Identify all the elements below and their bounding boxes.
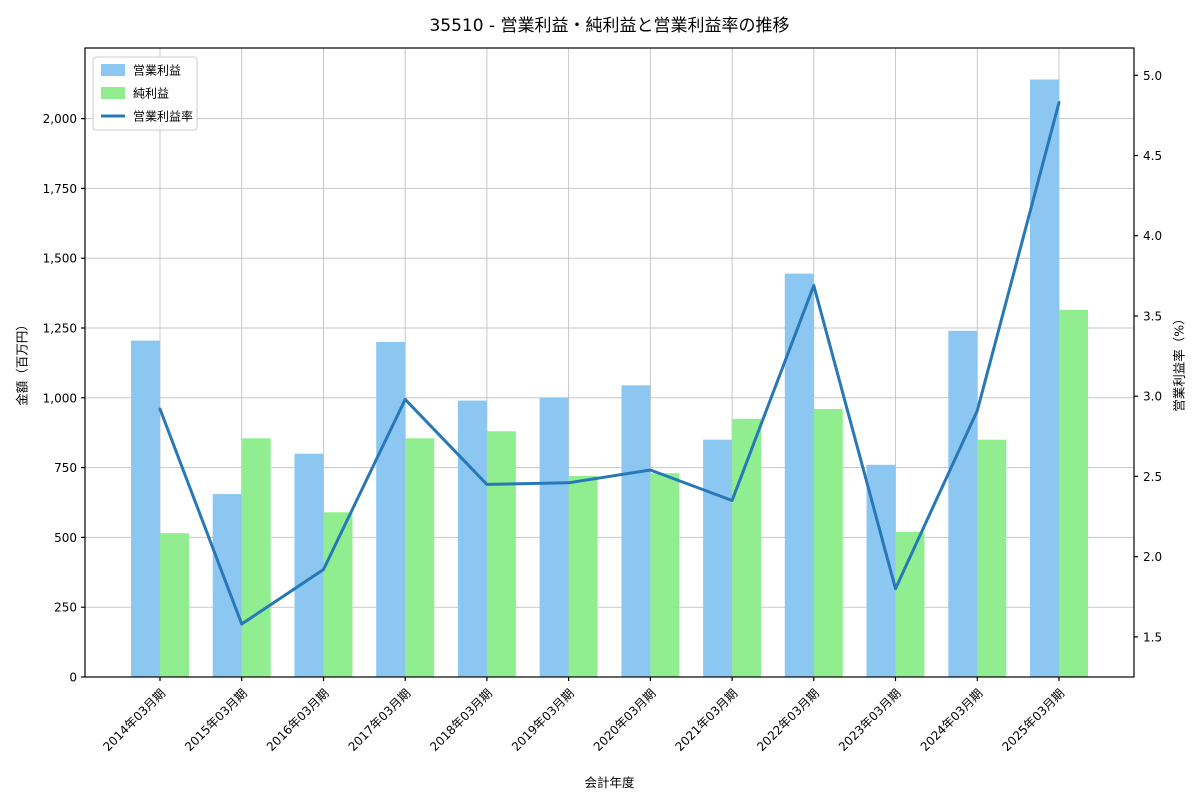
svg-text:純利益: 純利益 (133, 87, 169, 101)
svg-text:500: 500 (54, 531, 77, 545)
x-axis-label: 会計年度 (584, 775, 635, 790)
svg-text:2019年03月期: 2019年03月期 (509, 686, 577, 754)
svg-text:1,750: 1,750 (43, 182, 77, 196)
svg-text:2,000: 2,000 (43, 112, 77, 126)
svg-text:2021年03月期: 2021年03月期 (672, 686, 740, 754)
svg-text:3.5: 3.5 (1143, 310, 1162, 324)
svg-text:5.0: 5.0 (1143, 69, 1162, 83)
svg-text:営業利益率: 営業利益率 (133, 109, 193, 124)
svg-text:2023年03月期: 2023年03月期 (836, 686, 904, 754)
svg-text:1,000: 1,000 (43, 391, 77, 405)
svg-text:1,500: 1,500 (43, 252, 77, 266)
svg-text:250: 250 (54, 601, 77, 615)
svg-text:2015年03月期: 2015年03月期 (182, 686, 250, 754)
svg-text:1.5: 1.5 (1143, 630, 1162, 644)
svg-text:2016年03月期: 2016年03月期 (264, 686, 332, 754)
operating-margin-line (158, 101, 1061, 626)
svg-text:750: 750 (54, 461, 77, 475)
left-axis-ticks: 0 250 500 750 1,000 1,250 1,500 1,750 2,000 (43, 112, 85, 685)
svg-text:4.0: 4.0 (1143, 229, 1162, 243)
svg-text:2024年03月期: 2024年03月期 (918, 686, 986, 754)
svg-text:2020年03月期: 2020年03月期 (591, 686, 659, 754)
svg-text:2025年03月期: 2025年03月期 (999, 686, 1067, 754)
x-axis-ticks: 2014年03月期 2015年03月期 2016年03月期 2017年03月期 2018… (100, 677, 1067, 754)
svg-text:2.5: 2.5 (1143, 470, 1162, 484)
svg-text:2014年03月期: 2014年03月期 (100, 686, 168, 754)
svg-text:2022年03月期: 2022年03月期 (754, 686, 822, 754)
svg-text:3.0: 3.0 (1143, 390, 1162, 404)
svg-text:2018年03月期: 2018年03月期 (427, 686, 495, 754)
svg-text:営業利益: 営業利益 (133, 64, 181, 78)
plot-border (84, 47, 1135, 678)
net-profit-bars (160, 309, 1088, 677)
operating-profit-bars (131, 79, 1059, 677)
svg-text:2.0: 2.0 (1143, 550, 1162, 564)
right-axis-ticks: 1.5 2.0 2.5 3.0 3.5 4.0 4.5 5.0 (1134, 69, 1162, 644)
svg-text:0: 0 (69, 671, 77, 685)
chart-title: 35510 - 営業利益・純利益と営業利益率の推移 (429, 16, 790, 36)
svg-text:2017年03月期: 2017年03月期 (346, 686, 414, 754)
svg-text:4.5: 4.5 (1143, 149, 1162, 163)
svg-text:1,250: 1,250 (43, 322, 77, 336)
